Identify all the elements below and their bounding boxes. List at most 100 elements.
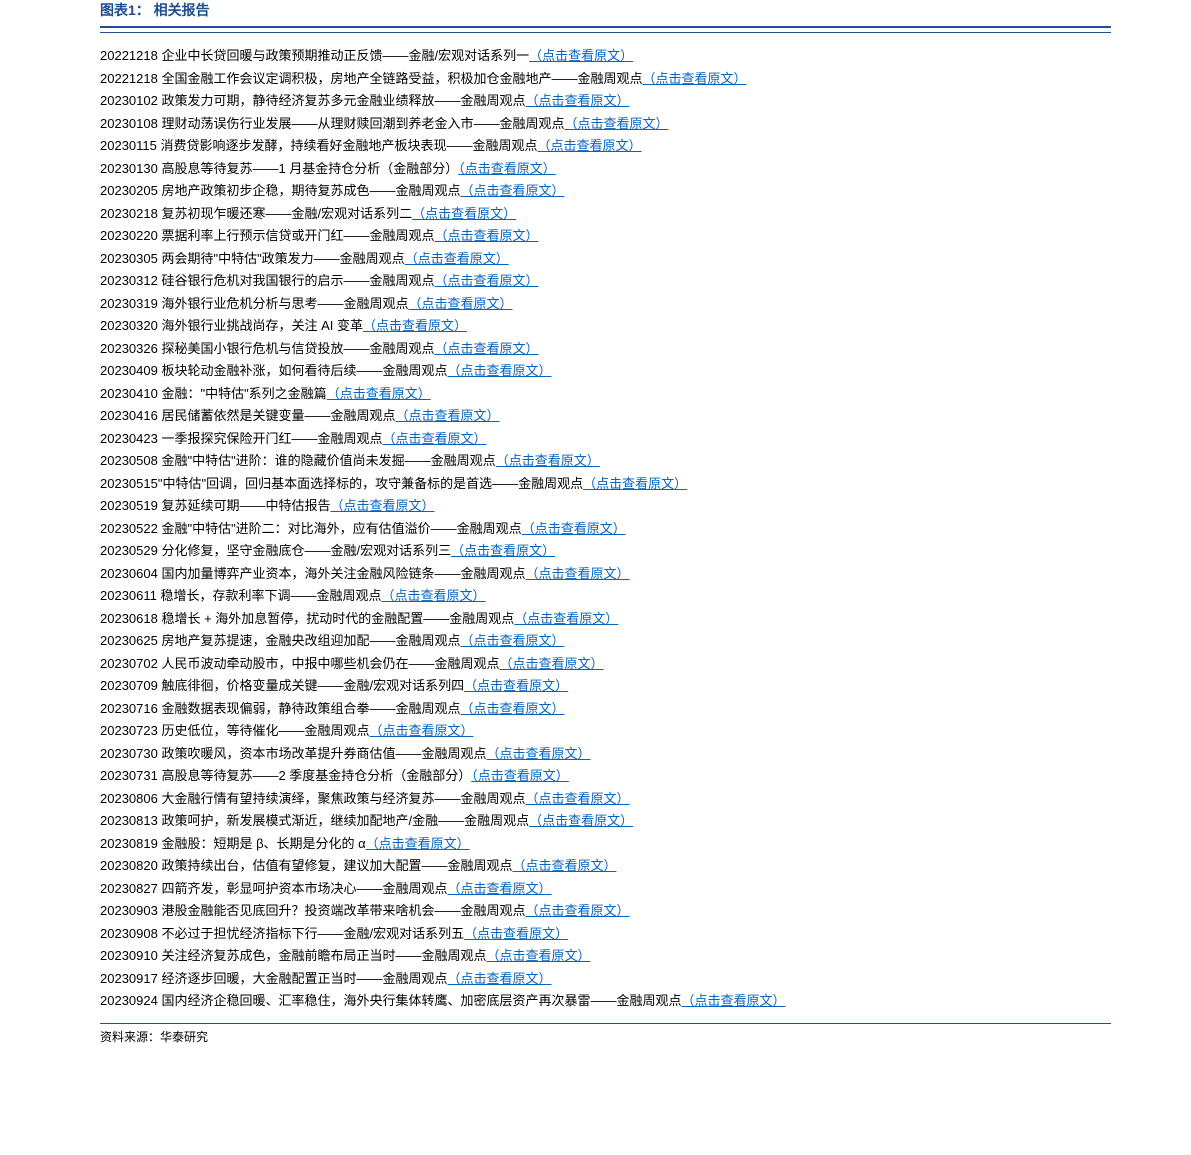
report-row: 20230326 探秘美国小银行危机与信贷投放——金融周观点（点击查看原文） — [100, 338, 1111, 361]
report-text: 20230813 政策呵护，新发展模式渐近，继续加配地产/金融——金融周观点 — [100, 813, 529, 828]
view-original-link[interactable]: （点击查看原文） — [522, 521, 626, 536]
view-original-link[interactable]: （点击查看原文） — [525, 93, 629, 108]
view-original-link[interactable]: （点击查看原文） — [564, 116, 668, 131]
report-text: 20230305 两会期待"中特估"政策发力——金融周观点 — [100, 251, 405, 266]
report-text: 20230819 金融股：短期是 β、长期是分化的 α — [100, 836, 366, 851]
view-original-link[interactable]: （点击查看原文） — [460, 701, 564, 716]
view-original-link[interactable]: （点击查看原文） — [366, 836, 470, 851]
report-row: 20230908 不必过于担忧经济指标下行——金融/宏观对话系列五（点击查看原文… — [100, 923, 1111, 946]
report-row: 20221218 全国金融工作会议定调积极，房地产全链路受益，积极加仓金融地产—… — [100, 68, 1111, 91]
view-original-link[interactable]: （点击查看原文） — [538, 138, 642, 153]
report-text: 20230423 一季报探究保险开门红——金融周观点 — [100, 431, 382, 446]
view-original-link[interactable]: （点击查看原文） — [458, 161, 556, 176]
view-original-link[interactable]: （点击查看原文） — [451, 543, 555, 558]
report-list: 20221218 企业中长贷回暖与政策预期推动正反馈——金融/宏观对话系列一 （点… — [100, 45, 1111, 1013]
view-original-link[interactable]: （点击查看原文） — [412, 206, 516, 221]
rule-top — [100, 26, 1111, 28]
report-text: 20230709 触底徘徊，价格变量成关键——金融/宏观对话系列四 — [100, 678, 464, 693]
report-text: 20230220 票据利率上行预示信贷或开门红——金融周观点 — [100, 228, 434, 243]
report-text: 20230924 国内经济企稳回暖、汇率稳住，海外央行集体转鹰、加密底层资产再次… — [100, 993, 681, 1008]
report-text: 20230908 不必过于担忧经济指标下行——金融/宏观对话系列五 — [100, 926, 464, 941]
report-text: 20230319 海外银行业危机分析与思考——金融周观点 — [100, 296, 408, 311]
report-row: 20230130 高股息等待复苏——1 月基金持仓分析（金融部分）（点击查看原文… — [100, 158, 1111, 181]
view-original-link[interactable]: （点击查看原文） — [460, 633, 564, 648]
view-original-link[interactable]: （点击查看原文） — [434, 273, 538, 288]
view-original-link[interactable]: （点击查看原文） — [525, 566, 629, 581]
report-row: 20230305 两会期待"中特估"政策发力——金融周观点（点击查看原文） — [100, 248, 1111, 271]
view-original-link[interactable]: （点击查看原文） — [408, 296, 512, 311]
report-text: 20221218 企业中长贷回暖与政策预期推动正反馈——金融/宏观对话系列一 — [100, 48, 529, 63]
view-original-link[interactable]: （点击查看原文） — [363, 318, 467, 333]
view-original-link[interactable]: （点击查看原文） — [382, 588, 486, 603]
report-row: 20230423 一季报探究保险开门红——金融周观点（点击查看原文） — [100, 428, 1111, 451]
view-original-link[interactable]: （点击查看原文） — [496, 453, 600, 468]
view-original-link[interactable]: （点击查看原文） — [525, 903, 629, 918]
view-original-link[interactable]: （点击查看原文） — [529, 813, 633, 828]
view-original-link[interactable]: （点击查看原文） — [471, 768, 569, 783]
view-original-link[interactable]: （点击查看原文） — [382, 431, 486, 446]
view-original-link[interactable]: （点击查看原文） — [447, 881, 551, 896]
report-text: 20230730 政策吹暖风，资本市场改革提升券商估值——金融周观点 — [100, 746, 486, 761]
report-text: 20230508 金融"中特估"进阶：谁的隐藏价值尚未发掘——金融周观点 — [100, 453, 496, 468]
report-row: 20230522 金融"中特估"进阶二：对比海外，应有估值溢价——金融周观点（点… — [100, 518, 1111, 541]
report-row: 20230813 政策呵护，新发展模式渐近，继续加配地产/金融——金融周观点（点… — [100, 810, 1111, 833]
report-text: 20230716 金融数据表现偏弱，静待政策组合拳——金融周观点 — [100, 701, 460, 716]
report-text: 20230102 政策发力可期，静待经济复苏多元金融业绩释放——金融周观点 — [100, 93, 525, 108]
report-row: 20230529 分化修复，坚守金融底仓——金融/宏观对话系列三（点击查看原文） — [100, 540, 1111, 563]
view-original-link[interactable]: （点击查看原文） — [369, 723, 473, 738]
report-text: 20230731 高股息等待复苏——2 季度基金持仓分析（金融部分） — [100, 768, 471, 783]
report-row: 20230604 国内加量博弈产业资本，海外关注金融风险链条——金融周观点（点击… — [100, 563, 1111, 586]
report-row: 20230903 港股金融能否见底回升？投资端改革带来啥机会——金融周观点（点击… — [100, 900, 1111, 923]
report-text: 20230903 港股金融能否见底回升？投资端改革带来啥机会——金融周观点 — [100, 903, 525, 918]
view-original-link[interactable]: （点击查看原文） — [447, 363, 551, 378]
report-row: 20230820 政策持续出台，估值有望修复，建议加大配置——金融周观点（点击查… — [100, 855, 1111, 878]
view-original-link[interactable]: （点击查看原文） — [405, 251, 509, 266]
view-original-link[interactable]: （点击查看原文） — [434, 341, 538, 356]
view-original-link[interactable]: （点击查看原文） — [642, 71, 746, 86]
view-original-link[interactable]: （点击查看原文） — [514, 611, 618, 626]
report-text: 20230312 硅谷银行危机对我国银行的启示——金融周观点 — [100, 273, 434, 288]
report-text: 20221218 全国金融工作会议定调积极，房地产全链路受益，积极加仓金融地产—… — [100, 71, 642, 86]
report-text: 20230519 复苏延续可期——中特估报告 — [100, 498, 330, 513]
view-original-link[interactable]: （点击查看原文） — [486, 948, 590, 963]
report-row: 20230702 人民币波动牵动股市，中报中哪些机会仍在——金融周观点（点击查看… — [100, 653, 1111, 676]
view-original-link[interactable]: （点击查看原文） — [525, 791, 629, 806]
view-original-link[interactable]: （点击查看原文） — [486, 746, 590, 761]
view-original-link[interactable]: （点击查看原文） — [464, 678, 568, 693]
figure-title: 图表1： 相关报告 — [100, 0, 1111, 20]
report-text: 20230723 历史低位，等待催化——金融周观点 — [100, 723, 369, 738]
view-original-link[interactable]: （点击查看原文） — [395, 408, 499, 423]
report-row: 20230320 海外银行业挑战尚存，关注 AI 变革（点击查看原文） — [100, 315, 1111, 338]
report-row: 20230409 板块轮动金融补涨，如何看待后续——金融周观点（点击查看原文） — [100, 360, 1111, 383]
report-text: 20230618 稳增长 + 海外加息暂停，扰动时代的金融配置——金融周观点 — [100, 611, 514, 626]
report-row: 20230108 理财动荡误伤行业发展——从理财赎回潮到养老金入市——金融周观点… — [100, 113, 1111, 136]
view-original-link[interactable]: （点击查看原文） — [512, 858, 616, 873]
view-original-link[interactable]: （点击查看原文） — [327, 386, 431, 401]
report-text: 20230108 理财动荡误伤行业发展——从理财赎回潮到养老金入市——金融周观点 — [100, 116, 564, 131]
report-text: 20230410 金融："中特估"系列之金融篇 — [100, 386, 327, 401]
report-row: 20230611 稳增长，存款利率下调——金融周观点（点击查看原文） — [100, 585, 1111, 608]
report-row: 20230806 大金融行情有望持续演绎，聚焦政策与经济复苏——金融周观点（点击… — [100, 788, 1111, 811]
view-original-link[interactable]: （点击查看原文） — [330, 498, 434, 513]
report-row: 20230312 硅谷银行危机对我国银行的启示——金融周观点（点击查看原文） — [100, 270, 1111, 293]
report-text: 20230130 高股息等待复苏——1 月基金持仓分析（金融部分） — [100, 161, 458, 176]
view-original-link[interactable]: （点击查看原文） — [464, 926, 568, 941]
report-row: 20230115 消费贷影响逐步发酵，持续看好金融地产板块表现——金融周观点（点… — [100, 135, 1111, 158]
report-text: 20230416 居民储蓄依然是关键变量——金融周观点 — [100, 408, 395, 423]
report-text: 20230522 金融"中特估"进阶二：对比海外，应有估值溢价——金融周观点 — [100, 521, 522, 536]
report-text: 20230326 探秘美国小银行危机与信贷投放——金融周观点 — [100, 341, 434, 356]
view-original-link[interactable]: （点击查看原文） — [460, 183, 564, 198]
view-original-link[interactable]: （点击查看原文） — [499, 656, 603, 671]
view-original-link[interactable]: （点击查看原文） — [681, 993, 785, 1008]
report-text: 20230702 人民币波动牵动股市，中报中哪些机会仍在——金融周观点 — [100, 656, 499, 671]
view-original-link[interactable]: （点击查看原文） — [434, 228, 538, 243]
report-text: 20230806 大金融行情有望持续演绎，聚焦政策与经济复苏——金融周观点 — [100, 791, 525, 806]
report-row: 20230508 金融"中特估"进阶：谁的隐藏价值尚未发掘——金融周观点（点击查… — [100, 450, 1111, 473]
report-text: 20230910 关注经济复苏成色，金融前瞻布局正当时——金融周观点 — [100, 948, 486, 963]
view-original-link[interactable]: （点击查看原文） — [447, 971, 551, 986]
view-original-link[interactable]: （点击查看原文） — [583, 476, 687, 491]
report-row: 20230515"中特估"回调，回归基本面选择标的，攻守兼备标的是首选——金融周… — [100, 473, 1111, 496]
report-text: 20230320 海外银行业挑战尚存，关注 AI 变革 — [100, 318, 363, 333]
report-text: 20230625 房地产复苏提速，金融央改组迎加配——金融周观点 — [100, 633, 460, 648]
view-original-link[interactable]: （点击查看原文） — [529, 48, 633, 63]
